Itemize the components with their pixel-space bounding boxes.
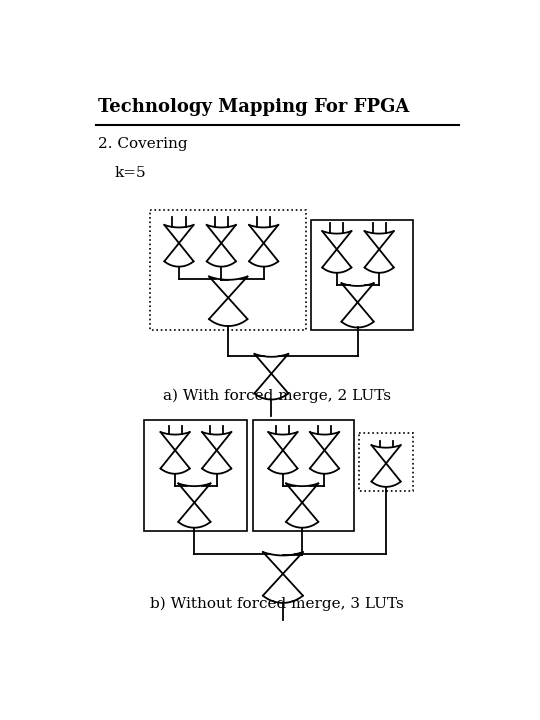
Bar [359, 433, 413, 490]
Bar [150, 210, 306, 330]
Text: Technology Mapping For FPGA: Technology Mapping For FPGA [98, 98, 409, 116]
Bar [144, 420, 247, 531]
Text: k=5: k=5 [115, 166, 147, 180]
Text: a) With forced merge, 2 LUTs: a) With forced merge, 2 LUTs [163, 388, 391, 402]
Bar [253, 420, 354, 531]
Text: b) Without forced merge, 3 LUTs: b) Without forced merge, 3 LUTs [150, 597, 403, 611]
Text: 2. Covering: 2. Covering [98, 137, 188, 151]
Bar [312, 220, 413, 330]
